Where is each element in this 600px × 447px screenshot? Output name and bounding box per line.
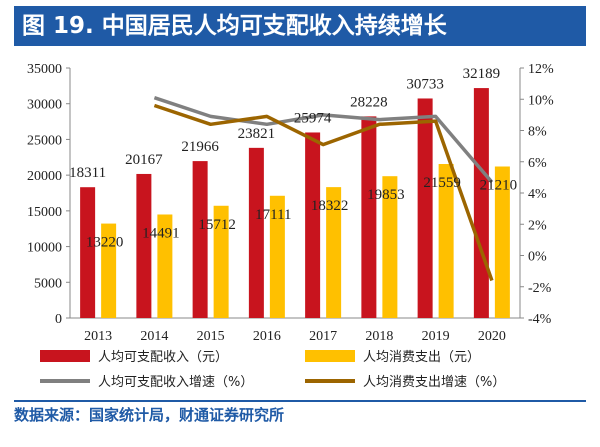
- legend-label: 人均可支配收入增速（%）: [98, 375, 253, 390]
- spending-bar: [382, 176, 398, 318]
- income-value-label: 32189: [463, 66, 501, 82]
- spending-value-label: 15712: [198, 217, 236, 233]
- income-bar: [136, 173, 152, 318]
- x-tick-label: 2015: [197, 329, 225, 344]
- spending-bar: [213, 205, 229, 318]
- right-tick-label: 6%: [528, 156, 547, 171]
- income-bar: [361, 116, 377, 318]
- spending-bar: [494, 166, 510, 318]
- left-tick-label: 20000: [27, 169, 62, 184]
- left-tick-label: 15000: [27, 205, 62, 220]
- x-tick-label: 2020: [478, 329, 506, 344]
- spending-value-label: 17111: [255, 207, 291, 223]
- left-tick-label: 30000: [27, 98, 62, 113]
- income-value-label: 18311: [69, 165, 106, 181]
- income-bar: [305, 132, 321, 318]
- right-tick-label: -2%: [528, 281, 552, 296]
- bar-series: [80, 88, 510, 318]
- spending-bar: [326, 187, 342, 318]
- x-tick-label: 2018: [365, 329, 393, 344]
- legend-label: 人均消费支出（元）: [363, 350, 480, 365]
- income-bar: [417, 98, 433, 318]
- spending-bar: [101, 223, 117, 318]
- left-tick-label: 10000: [27, 241, 62, 256]
- income-bar: [473, 88, 489, 318]
- left-axis-ticks: 0 5000 10000 15000 20000 25000 30000 35000: [27, 62, 70, 327]
- right-axis-ticks: -4% -2% 0% 2% 4% 6% 8% 10% 12%: [520, 62, 554, 327]
- source-note: 数据来源：国家统计局，财通证券研究所: [14, 400, 586, 426]
- legend-label: 人均消费支出增速（%）: [363, 375, 505, 390]
- left-tick-label: 0: [55, 312, 62, 327]
- right-tick-label: 10%: [528, 93, 554, 108]
- right-tick-label: 2%: [528, 218, 547, 233]
- income-value-label: 23821: [238, 126, 276, 142]
- income-value-label: 21966: [181, 139, 219, 155]
- spending-value-label: 13220: [86, 235, 124, 251]
- legend-label: 人均可支配收入（元）: [98, 350, 228, 365]
- legend: 人均可支配收入（元） 人均消费支出（元） 人均可支配收入增速（%） 人均消费支出增速（…: [40, 350, 505, 390]
- legend-swatch: [40, 350, 90, 362]
- x-tick-label: 2016: [253, 329, 281, 344]
- left-tick-label: 35000: [27, 62, 62, 77]
- spending-bar: [438, 164, 454, 318]
- income-bar: [248, 147, 264, 318]
- legend-swatch: [305, 350, 355, 362]
- spending-value-label: 21210: [480, 178, 518, 194]
- income-bar: [192, 161, 208, 318]
- spending-growth-line: [153, 103, 494, 282]
- right-tick-label: -4%: [528, 312, 552, 327]
- spending-value-label: 19853: [367, 187, 405, 203]
- right-tick-label: 0%: [528, 250, 547, 265]
- spending-value-label: 14491: [142, 225, 180, 241]
- right-tick-label: 12%: [528, 62, 554, 77]
- income-value-label: 28228: [350, 94, 388, 110]
- data-labels: 18311 20167 21966 23821 25974 28228 30733 32189…: [69, 66, 517, 250]
- spending-value-label: 18322: [311, 198, 349, 214]
- right-tick-label: 8%: [528, 125, 547, 140]
- x-axis-ticks: 2013 2014 2015 2016 2017 2018 2019 2020: [84, 329, 506, 344]
- right-tick-label: 4%: [528, 187, 547, 202]
- left-tick-label: 5000: [34, 276, 62, 291]
- x-tick-label: 2017: [309, 329, 337, 344]
- spending-bar: [157, 214, 173, 318]
- x-tick-label: 2019: [422, 329, 450, 344]
- spending-bar: [269, 195, 285, 318]
- income-value-label: 25974: [294, 110, 332, 126]
- income-value-label: 30733: [406, 76, 444, 92]
- line-series: [153, 96, 494, 282]
- left-tick-label: 25000: [27, 133, 62, 148]
- chart-title: 图 19. 中国居民人均可支配收入持续增长: [14, 6, 586, 46]
- spending-value-label: 21559: [423, 175, 461, 191]
- income-bar: [80, 187, 96, 318]
- x-tick-label: 2013: [84, 329, 112, 344]
- income-value-label: 20167: [125, 152, 163, 168]
- income-growth-line: [153, 96, 494, 184]
- x-tick-label: 2014: [140, 329, 168, 344]
